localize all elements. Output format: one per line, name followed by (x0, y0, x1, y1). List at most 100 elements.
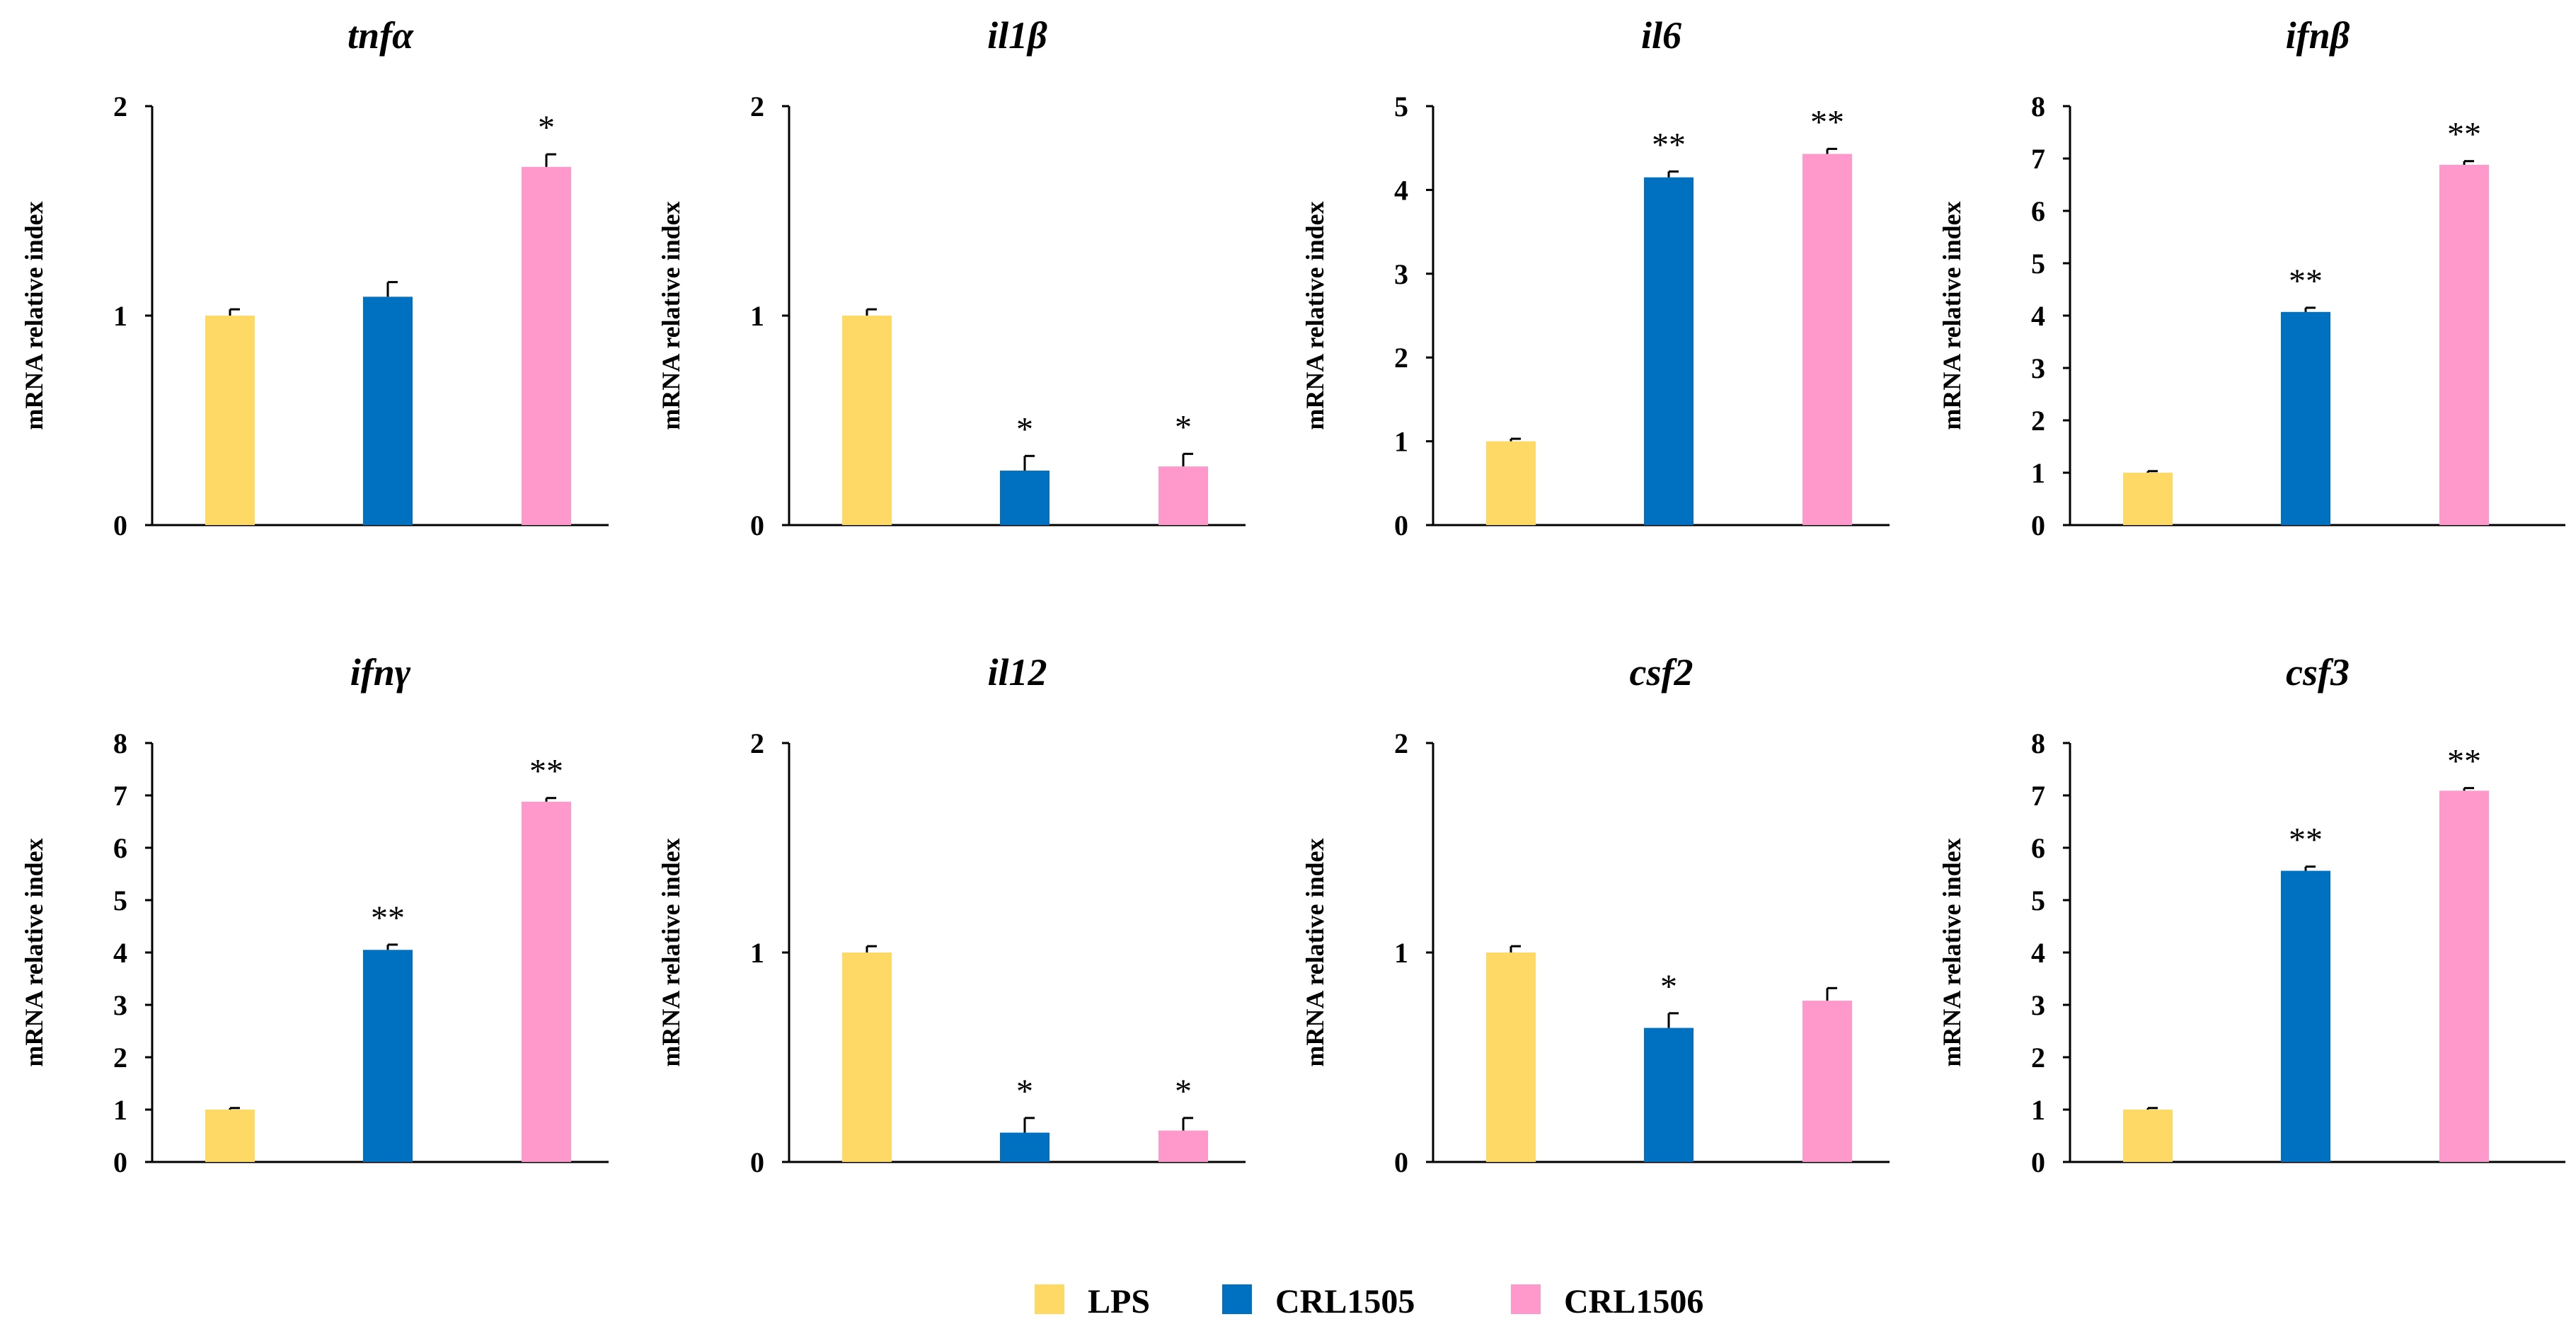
legend-swatch-lps (1035, 1284, 1064, 1314)
significance-mark: ** (2289, 822, 2323, 859)
panel-title: ifnβ (2286, 14, 2350, 57)
bar-lps (2123, 1110, 2173, 1162)
bar-crl1506 (1802, 154, 1852, 525)
bar-lps (205, 1110, 255, 1162)
y-tick-label: 2 (1394, 342, 1408, 374)
y-axis-label: mRNA relative index (1938, 201, 1966, 430)
bar-crl1505 (363, 950, 413, 1162)
y-tick-label: 1 (750, 937, 764, 969)
legend-label-crl1505: CRL1505 (1275, 1283, 1415, 1320)
y-tick-label: 1 (1394, 937, 1408, 969)
significance-mark: * (1016, 1073, 1033, 1110)
bar-lps (842, 316, 892, 525)
bar-crl1505 (1644, 177, 1694, 525)
significance-mark: ** (2447, 743, 2481, 781)
y-tick-label: 0 (1394, 1146, 1408, 1178)
bar-crl1505 (2281, 311, 2330, 525)
y-tick-label: 3 (1394, 258, 1408, 290)
y-tick-label: 5 (1394, 91, 1408, 122)
y-tick-label: 8 (113, 727, 127, 759)
significance-mark: ** (529, 753, 563, 790)
bar-crl1506 (522, 166, 571, 525)
y-tick-label: 3 (2031, 989, 2045, 1021)
y-tick-label: 4 (2031, 300, 2045, 332)
y-tick-label: 2 (2031, 405, 2045, 437)
y-tick-label: 4 (2031, 937, 2045, 969)
y-tick-label: 4 (1394, 174, 1408, 206)
y-tick-label: 2 (2031, 1042, 2045, 1074)
y-tick-label: 1 (1394, 426, 1408, 458)
y-tick-label: 8 (2031, 91, 2045, 122)
bar-crl1506 (1158, 466, 1208, 525)
y-tick-label: 0 (113, 510, 127, 541)
bar-crl1506 (522, 801, 571, 1162)
bar-crl1505 (1000, 471, 1050, 525)
bar-crl1506 (1802, 1001, 1852, 1162)
y-axis-label: mRNA relative index (20, 838, 48, 1066)
y-axis-label: mRNA relative index (1301, 201, 1329, 430)
y-tick-label: 6 (2031, 832, 2045, 864)
significance-mark: ** (1810, 103, 1844, 141)
bar-crl1506 (2439, 164, 2489, 525)
y-tick-label: 2 (113, 91, 127, 122)
y-tick-label: 2 (750, 91, 764, 122)
y-tick-label: 2 (750, 727, 764, 759)
y-tick-label: 1 (750, 300, 764, 332)
y-tick-label: 1 (113, 1094, 127, 1126)
y-tick-label: 1 (2031, 457, 2045, 489)
significance-mark: * (1016, 410, 1033, 448)
bar-lps (1486, 441, 1536, 525)
y-tick-label: 0 (113, 1146, 127, 1178)
panel-title: csf2 (1630, 651, 1694, 693)
significance-mark: * (1660, 968, 1677, 1006)
significance-mark: ** (1652, 126, 1686, 163)
y-tick-label: 7 (113, 780, 127, 812)
y-tick-label: 0 (2031, 510, 2045, 541)
y-tick-label: 6 (2031, 195, 2045, 227)
y-tick-label: 1 (113, 300, 127, 332)
y-tick-label: 6 (113, 832, 127, 864)
y-tick-label: 0 (750, 1146, 764, 1178)
y-tick-label: 2 (1394, 727, 1408, 759)
y-axis-label: mRNA relative index (657, 838, 685, 1066)
bar-lps (842, 952, 892, 1162)
y-tick-label: 0 (750, 510, 764, 541)
y-axis-label: mRNA relative index (1938, 838, 1966, 1066)
bar-crl1505 (2281, 870, 2330, 1162)
panel-title: il6 (1641, 14, 1681, 57)
bar-lps (205, 316, 255, 525)
y-tick-label: 5 (2031, 248, 2045, 280)
significance-mark: * (538, 109, 555, 146)
y-tick-label: 1 (2031, 1094, 2045, 1126)
bar-crl1505 (363, 297, 413, 525)
legend-label-crl1506: CRL1506 (1564, 1283, 1703, 1320)
panel-title: tnfα (347, 14, 414, 57)
panel-title: csf3 (2286, 651, 2350, 693)
y-tick-label: 4 (113, 937, 127, 969)
y-tick-label: 0 (2031, 1146, 2045, 1178)
y-tick-label: 3 (113, 989, 127, 1021)
y-tick-label: 5 (113, 885, 127, 916)
bar-lps (1486, 952, 1536, 1162)
y-tick-label: 0 (1394, 510, 1408, 541)
y-tick-label: 7 (2031, 780, 2045, 812)
panel-title: ifnγ (350, 651, 411, 693)
significance-mark: ** (2447, 116, 2481, 154)
bar-crl1506 (2439, 790, 2489, 1162)
panel-title: il1β (987, 14, 1047, 57)
y-tick-label: 8 (2031, 727, 2045, 759)
y-tick-label: 7 (2031, 143, 2045, 175)
y-tick-label: 5 (2031, 885, 2045, 916)
panel-title: il12 (987, 651, 1047, 693)
bar-crl1506 (1158, 1130, 1208, 1162)
legend-swatch-crl1506 (1511, 1284, 1541, 1314)
y-tick-label: 2 (113, 1042, 127, 1074)
y-axis-label: mRNA relative index (657, 201, 685, 430)
y-axis-label: mRNA relative index (20, 201, 48, 430)
significance-mark: ** (371, 899, 405, 937)
bar-crl1505 (1000, 1132, 1050, 1162)
bar-lps (2123, 473, 2173, 525)
y-axis-label: mRNA relative index (1301, 838, 1329, 1066)
